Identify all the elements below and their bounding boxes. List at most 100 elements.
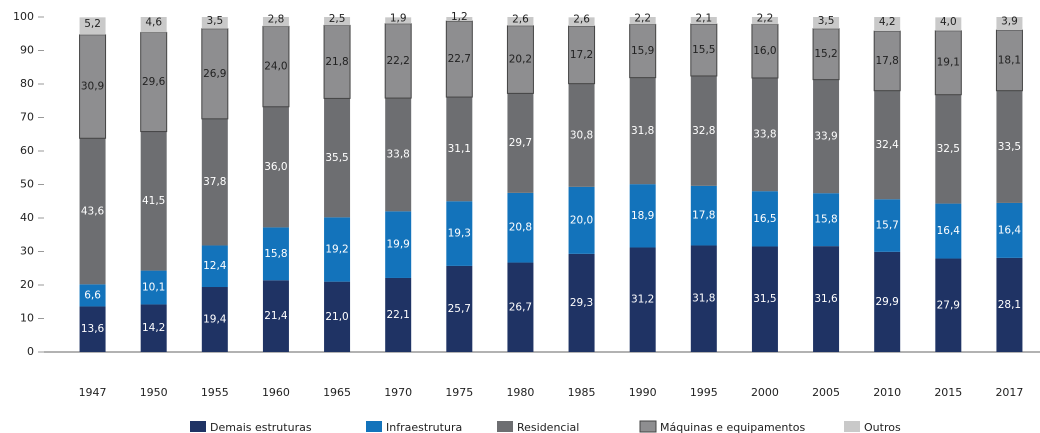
bar-segment	[446, 17, 473, 22]
x-tick-label: 1970	[384, 386, 412, 399]
bar-segment	[874, 199, 901, 252]
value-label: 26,7	[509, 301, 532, 313]
x-tick-label: 2005	[812, 386, 840, 399]
value-label: 15,2	[814, 48, 837, 60]
bar-segment	[629, 17, 656, 25]
value-label: 2,5	[329, 13, 346, 25]
y-tick-label: 40	[20, 211, 34, 224]
bar-segment	[262, 25, 290, 108]
value-label: 6,6	[84, 289, 101, 301]
bar-segment	[690, 75, 717, 186]
legend-swatch	[366, 421, 382, 432]
value-label: 30,9	[81, 81, 104, 93]
bar-segment	[507, 262, 534, 352]
value-label: 37,8	[203, 176, 226, 188]
bar-segment	[79, 17, 106, 35]
legend-swatch	[497, 421, 513, 432]
legend-label: Demais estruturas	[210, 421, 312, 433]
y-tick-label: 10	[20, 312, 34, 325]
bar-segment	[629, 184, 656, 248]
x-tick-label: 1990	[629, 386, 657, 399]
value-label: 15,8	[814, 214, 837, 226]
bar-segment	[751, 246, 778, 352]
bar-segment	[873, 30, 901, 92]
bar-segment	[996, 17, 1023, 31]
legend-label: Residencial	[517, 421, 579, 433]
bar-segment	[79, 138, 106, 285]
bar-segment	[446, 97, 473, 202]
value-label: 18,1	[998, 54, 1021, 66]
bar-segment	[324, 98, 351, 218]
value-label: 10,1	[142, 282, 165, 294]
value-label: 32,8	[692, 125, 715, 137]
bar-segment	[385, 211, 412, 278]
x-tick-label: 2017	[995, 386, 1023, 399]
y-tick-label: 80	[20, 77, 34, 90]
bar-segment	[690, 23, 718, 77]
value-label: 36,0	[264, 161, 287, 173]
value-label: 15,9	[631, 45, 654, 57]
bar-segment	[996, 257, 1023, 352]
value-label: 27,9	[937, 299, 960, 311]
bar-segment	[874, 251, 901, 352]
value-label: 5,2	[84, 18, 101, 30]
bar-segment	[446, 265, 473, 352]
legend-swatch	[639, 420, 657, 433]
bar-segment	[629, 23, 657, 79]
bar-segment	[262, 106, 289, 228]
value-label: 31,2	[631, 294, 654, 306]
bar-segment	[874, 90, 901, 200]
bar-segment	[506, 25, 534, 94]
value-label: 19,2	[325, 243, 348, 255]
bar-segment	[813, 193, 840, 247]
value-label: 20,0	[570, 214, 593, 226]
value-label: 17,8	[692, 210, 715, 222]
x-tick-label: 2010	[873, 386, 901, 399]
value-label: 41,5	[142, 195, 165, 207]
bar-segment	[568, 17, 595, 27]
value-label: 15,5	[692, 44, 715, 56]
bar-segment	[690, 245, 717, 352]
bar-segment	[323, 24, 351, 99]
bar-segment	[201, 17, 228, 29]
bar-segment	[201, 28, 229, 120]
value-label: 19,9	[386, 239, 409, 251]
value-label: 22,2	[386, 55, 409, 67]
value-label: 31,1	[448, 143, 471, 155]
bar-segment	[140, 17, 167, 33]
bar-segment	[751, 77, 778, 192]
bar-segment	[262, 227, 289, 281]
bar-segment	[201, 118, 228, 246]
bar-segment	[140, 270, 167, 305]
value-label: 22,7	[448, 53, 471, 65]
bar-segment	[568, 253, 595, 352]
value-label: 24,0	[264, 61, 287, 73]
legend-label: Infraestrutura	[386, 421, 462, 433]
bar-segment	[324, 217, 351, 282]
value-label: 43,6	[81, 205, 105, 217]
bar-segment	[935, 203, 962, 259]
value-label: 3,9	[1001, 16, 1018, 28]
value-label: 1,9	[390, 13, 407, 25]
y-tick-label: 70	[20, 111, 34, 124]
value-label: 35,5	[325, 152, 348, 164]
bar-segment	[568, 186, 595, 254]
value-label: 16,5	[753, 213, 776, 225]
value-label: 32,4	[875, 139, 899, 151]
value-label: 21,4	[264, 310, 288, 322]
y-tick-label: 30	[20, 245, 34, 258]
y-tick-label: 50	[20, 178, 34, 191]
bar-segment	[385, 17, 412, 24]
legend-swatch	[190, 421, 206, 432]
bar-segment	[384, 23, 412, 99]
value-label: 26,9	[203, 68, 226, 80]
x-tick-label: 1960	[262, 386, 290, 399]
y-tick-label: 20	[20, 278, 34, 291]
value-label: 3,5	[818, 15, 835, 27]
bar-segment	[79, 34, 107, 139]
bar-segment	[690, 17, 717, 25]
legend-label: Máquinas e equipamentos	[660, 421, 805, 433]
bar-segment	[507, 192, 534, 263]
value-label: 29,7	[509, 137, 532, 149]
